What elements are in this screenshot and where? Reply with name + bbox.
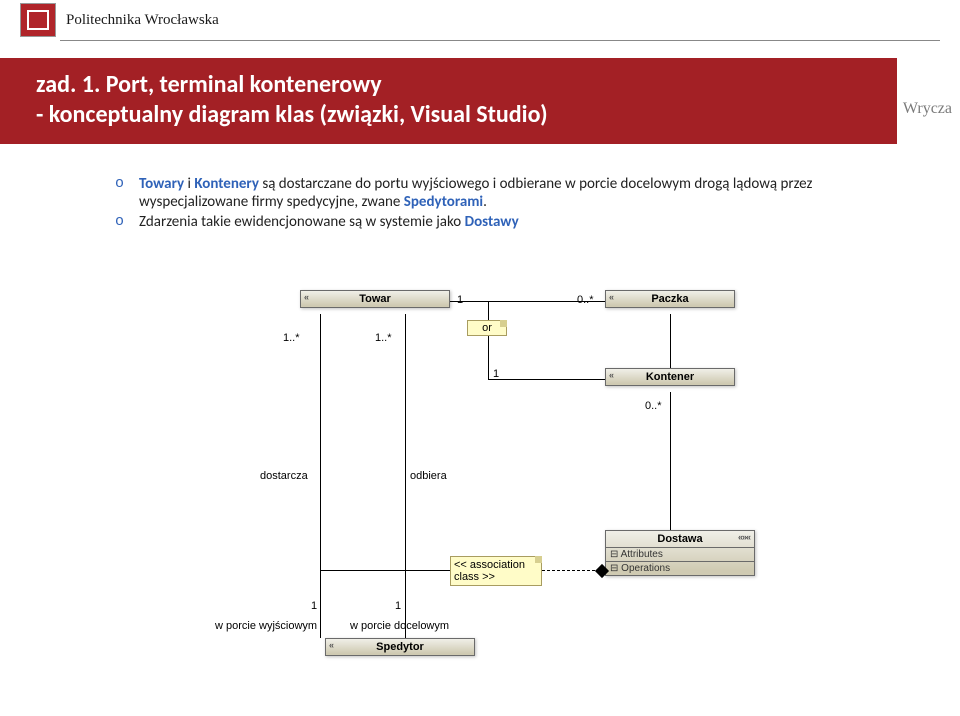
bullet-marker: o [115, 213, 139, 231]
expand-chevron-icon [329, 640, 333, 650]
expand-chevron-icon [304, 292, 308, 302]
class-label: Spedytor [376, 641, 424, 653]
multiplicity: 0..* [645, 400, 662, 412]
header-divider [60, 40, 940, 41]
edge [488, 302, 489, 320]
class-label: Kontener [646, 371, 694, 383]
role-label: w porcie docelowym [350, 620, 449, 632]
multiplicity: 1 [493, 368, 499, 380]
bullet-list: o Towary i Kontenery są dostarczane do p… [115, 175, 830, 233]
university-name: Politechnika Wrocławska [66, 12, 219, 29]
multiplicity: 1..* [375, 332, 392, 344]
class-paczka: Paczka [605, 290, 735, 308]
edge [405, 314, 406, 638]
note-or: or [467, 320, 507, 336]
expand-chevron-icon [609, 292, 613, 302]
multiplicity: 1 [311, 600, 317, 612]
bullet-item: o Towary i Kontenery są dostarczane do p… [115, 175, 830, 211]
title-line-2: - konceptualny diagram klas (związki, Vi… [36, 100, 548, 129]
class-section: ⊟ Attributes [606, 548, 754, 562]
keyword: Towary [139, 175, 184, 193]
keyword: Spedytorami [404, 193, 483, 211]
bullet-text: Towary i Kontenery są dostarczane do por… [139, 175, 830, 211]
class-spedytor: Spedytor [325, 638, 475, 656]
class-dostawa: » Dostawa ⊟ Attributes ⊟ Operations [605, 530, 755, 576]
keyword: Dostawy [465, 213, 519, 231]
multiplicity: 1 [457, 294, 463, 306]
class-label: Dostawa [657, 533, 702, 545]
role-label: w porcie wyjściowym [215, 620, 317, 632]
author-note: Wrycza [903, 100, 952, 118]
role-label: odbiera [410, 470, 447, 482]
slide-title: zad. 1. Port, terminal kontenerowy - kon… [36, 70, 897, 130]
title-line-1: zad. 1. Port, terminal kontenerowy [36, 70, 382, 99]
multiplicity: 0..* [577, 294, 594, 306]
edge [488, 379, 605, 380]
bullet-item: o Zdarzenia takie ewidencjonowane są w s… [115, 213, 830, 231]
slide-title-bar: zad. 1. Port, terminal kontenerowy - kon… [0, 58, 897, 144]
uml-class-diagram: Towar Paczka Kontener » Dostawa ⊟ Attrib… [205, 290, 775, 680]
edge [362, 570, 450, 571]
edge [670, 314, 671, 368]
edge [320, 314, 321, 638]
bullet-text: Zdarzenia takie ewidencjonowane są w sys… [139, 213, 519, 231]
expand-chevron-icon: » [738, 532, 750, 542]
page-header: Politechnika Wrocławska [0, 0, 960, 40]
expand-chevron-icon [609, 370, 613, 380]
class-towar: Towar [300, 290, 450, 308]
class-kontener: Kontener [605, 368, 735, 386]
edge [488, 336, 489, 380]
class-label: Towar [359, 293, 391, 305]
university-logo [20, 3, 56, 37]
keyword: Kontenery [194, 175, 259, 193]
class-section: ⊟ Operations [606, 562, 754, 575]
class-label: Paczka [651, 293, 688, 305]
note-association-class: << association class >> [450, 556, 542, 586]
multiplicity: 1 [395, 600, 401, 612]
bullet-marker: o [115, 175, 139, 211]
role-label: dostarcza [260, 470, 308, 482]
edge [670, 392, 671, 530]
multiplicity: 1..* [283, 332, 300, 344]
edge [320, 570, 362, 571]
